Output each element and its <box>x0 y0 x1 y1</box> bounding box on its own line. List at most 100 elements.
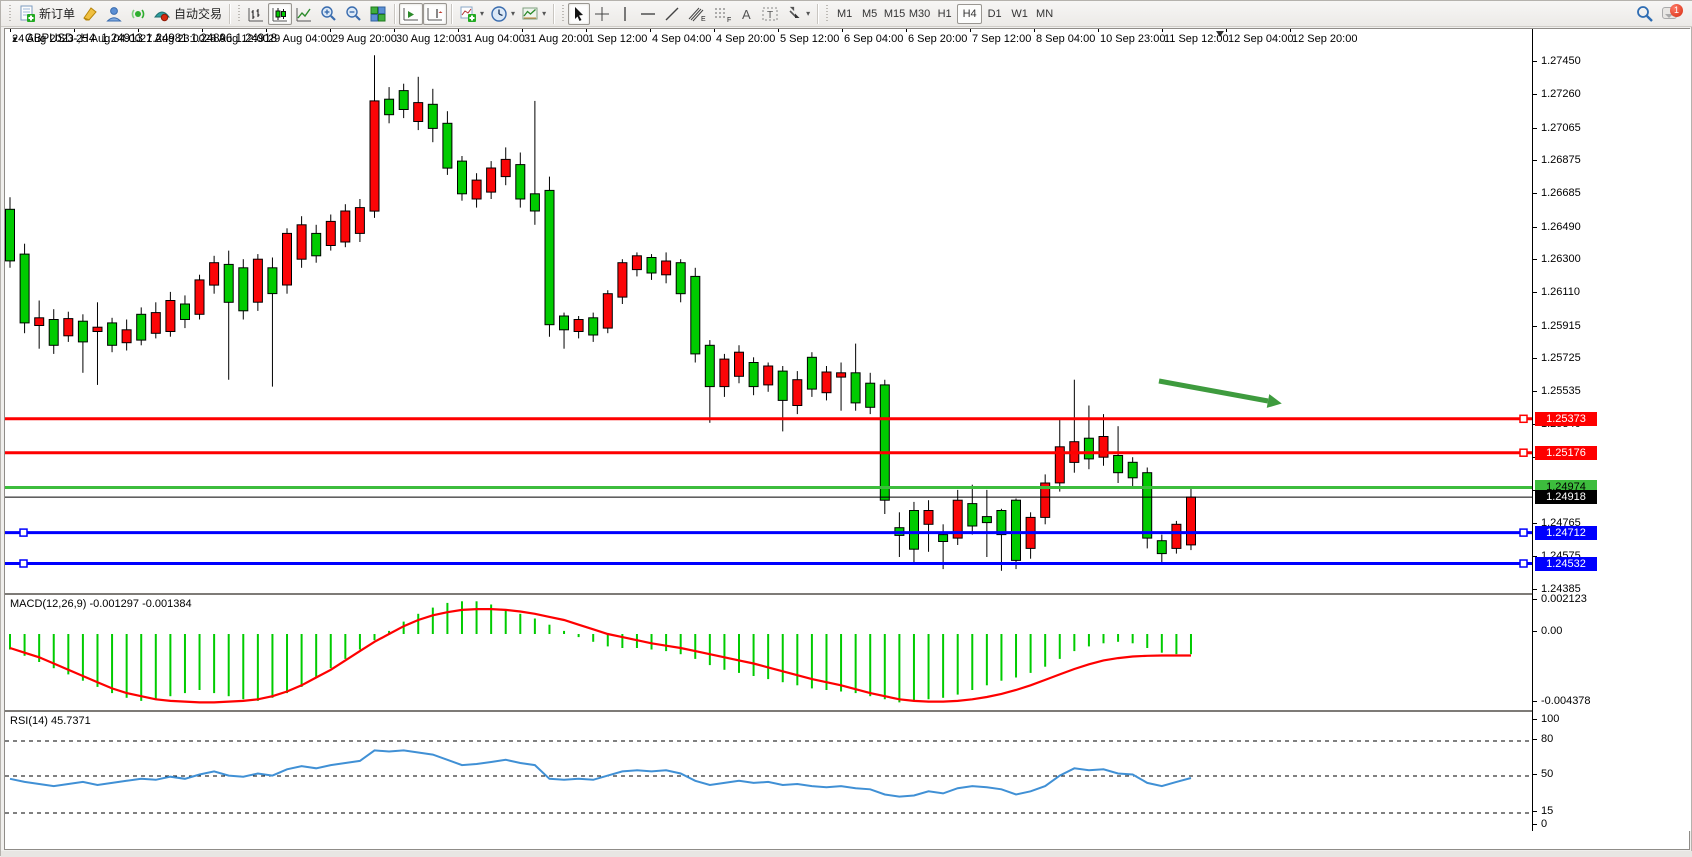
timeframe-h1[interactable]: H1 <box>932 4 957 24</box>
timeframe-h4[interactable]: H4 <box>957 4 982 24</box>
candle-body <box>428 104 437 128</box>
price-tick <box>1533 61 1537 62</box>
time-tick <box>266 29 267 32</box>
time-label[interactable]: 31 Aug 20:00 <box>524 33 589 45</box>
bar-chart-button[interactable] <box>244 3 268 25</box>
time-label[interactable]: 29 Aug 04:00 <box>268 33 333 45</box>
horizontal-line-button[interactable] <box>636 3 660 25</box>
candle <box>297 216 306 268</box>
time-label[interactable]: 24 Aug 2023 <box>12 33 74 45</box>
time-label[interactable]: 12 Sep 20:00 <box>1292 33 1357 45</box>
timeframe-m15[interactable]: M15 <box>882 4 907 24</box>
periods-dropdown-arrow[interactable]: ▾ <box>511 9 515 18</box>
line-chart-button[interactable] <box>292 3 316 25</box>
price-tick-label: 1.27065 <box>1541 122 1581 134</box>
hline-handle[interactable] <box>1520 560 1527 567</box>
candle-body <box>632 256 641 270</box>
candle-body <box>837 373 846 377</box>
candle-body <box>530 194 539 211</box>
time-label[interactable]: 28 Aug 12:00 <box>204 33 269 45</box>
time-label[interactable]: 30 Aug 12:00 <box>396 33 461 45</box>
fibonacci-button[interactable]: F <box>710 3 736 25</box>
time-label[interactable]: 4 Sep 20:00 <box>716 33 775 45</box>
candle <box>1055 418 1064 492</box>
hline-handle[interactable] <box>20 529 27 536</box>
time-label[interactable]: 8 Sep 04:00 <box>1036 33 1095 45</box>
indicators-dropdown-arrow[interactable]: ▾ <box>480 9 484 18</box>
templates-button[interactable]: ▾ <box>518 3 549 25</box>
time-label[interactable]: 10 Sep 23:00 <box>1100 33 1165 45</box>
text-label-button[interactable]: T <box>758 3 782 25</box>
hline-handle[interactable] <box>20 560 27 567</box>
price-tick <box>1533 227 1537 228</box>
candle <box>122 320 131 351</box>
text-button[interactable]: A <box>736 3 758 25</box>
timeframe-m30[interactable]: M30 <box>907 4 932 24</box>
candle <box>195 275 204 320</box>
rsi-tick-label: 80 <box>1541 733 1553 745</box>
zoom-in-button[interactable] <box>316 3 341 25</box>
hline-handle[interactable] <box>1520 415 1527 422</box>
arrows-button[interactable]: ▾ <box>782 3 813 25</box>
indicators-button[interactable]: ▾ <box>456 3 487 25</box>
macd-canvas[interactable] <box>5 595 1532 710</box>
candle <box>370 55 379 218</box>
styler-button[interactable] <box>78 3 102 25</box>
channel-button[interactable]: E <box>684 3 710 25</box>
crosshair-button[interactable] <box>590 3 614 25</box>
timeframe-mn[interactable]: MN <box>1032 4 1057 24</box>
profile-button[interactable] <box>102 3 126 25</box>
timeframe-m1[interactable]: M1 <box>832 4 857 24</box>
trend-arrow[interactable] <box>1159 381 1283 410</box>
candle <box>224 251 233 380</box>
timeframe-m5[interactable]: M5 <box>857 4 882 24</box>
trendline-button[interactable] <box>660 3 684 25</box>
periods-button[interactable]: ▾ <box>487 3 518 25</box>
price-badge-1.25373: 1.25373 <box>1535 412 1597 426</box>
news-button[interactable] <box>126 3 150 25</box>
arrows-dropdown-arrow[interactable]: ▾ <box>806 9 810 18</box>
candle-body <box>880 385 889 500</box>
timeframe-d1[interactable]: D1 <box>982 4 1007 24</box>
time-label[interactable]: 11 Sep 12:00 <box>1164 33 1229 45</box>
macd-panel[interactable]: MACD(12,26,9) -0.001297 -0.001384 <box>5 593 1532 708</box>
price-chart-canvas[interactable] <box>5 29 1532 591</box>
candle-body <box>589 318 598 335</box>
chart-shift-button[interactable] <box>423 3 447 25</box>
price-panel[interactable]: ▼ GBPUSD-,H4 1.24913 1.24981 1.24896 1.2… <box>5 29 1532 591</box>
candle-chart-button[interactable] <box>268 3 292 25</box>
time-label[interactable]: 29 Aug 20:00 <box>332 33 397 45</box>
vertical-line-button[interactable] <box>614 3 636 25</box>
time-label[interactable]: 12 Sep 04:00 <box>1228 33 1293 45</box>
cursor-button[interactable] <box>568 3 590 25</box>
rsi-canvas[interactable] <box>5 712 1532 831</box>
hline-handle[interactable] <box>1520 529 1527 536</box>
new-order-button[interactable]: 新订单 <box>15 3 78 25</box>
search-icon[interactable] <box>1635 4 1655 24</box>
time-label[interactable]: 5 Sep 12:00 <box>780 33 839 45</box>
notification-button[interactable]: 1 <box>1661 3 1683 25</box>
tile-windows-button[interactable] <box>366 3 390 25</box>
time-label[interactable]: 4 Sep 04:00 <box>652 33 711 45</box>
time-label[interactable]: 27 Aug 23:00 <box>140 33 205 45</box>
candle <box>210 256 219 294</box>
candle-body <box>1114 456 1123 473</box>
hline-handle[interactable] <box>1520 449 1527 456</box>
candle <box>778 366 787 431</box>
candle <box>691 268 700 363</box>
time-label[interactable]: 31 Aug 04:00 <box>460 33 525 45</box>
autoscroll-button[interactable] <box>399 3 423 25</box>
time-label[interactable]: 7 Sep 12:00 <box>972 33 1031 45</box>
templates-dropdown-arrow[interactable]: ▾ <box>542 9 546 18</box>
time-label[interactable]: 25 Aug 04:00 <box>76 33 141 45</box>
time-label[interactable]: 1 Sep 12:00 <box>588 33 647 45</box>
time-label[interactable]: 6 Sep 04:00 <box>844 33 903 45</box>
rsi-panel[interactable]: RSI(14) 45.7371 <box>5 710 1532 829</box>
horizontal-line-icon <box>639 7 657 21</box>
rsi-tick <box>1533 719 1537 720</box>
timeframe-w1[interactable]: W1 <box>1007 4 1032 24</box>
zoom-out-button[interactable] <box>341 3 366 25</box>
time-label[interactable]: 6 Sep 20:00 <box>908 33 967 45</box>
autotrade-button[interactable]: 自动交易 <box>150 3 225 25</box>
